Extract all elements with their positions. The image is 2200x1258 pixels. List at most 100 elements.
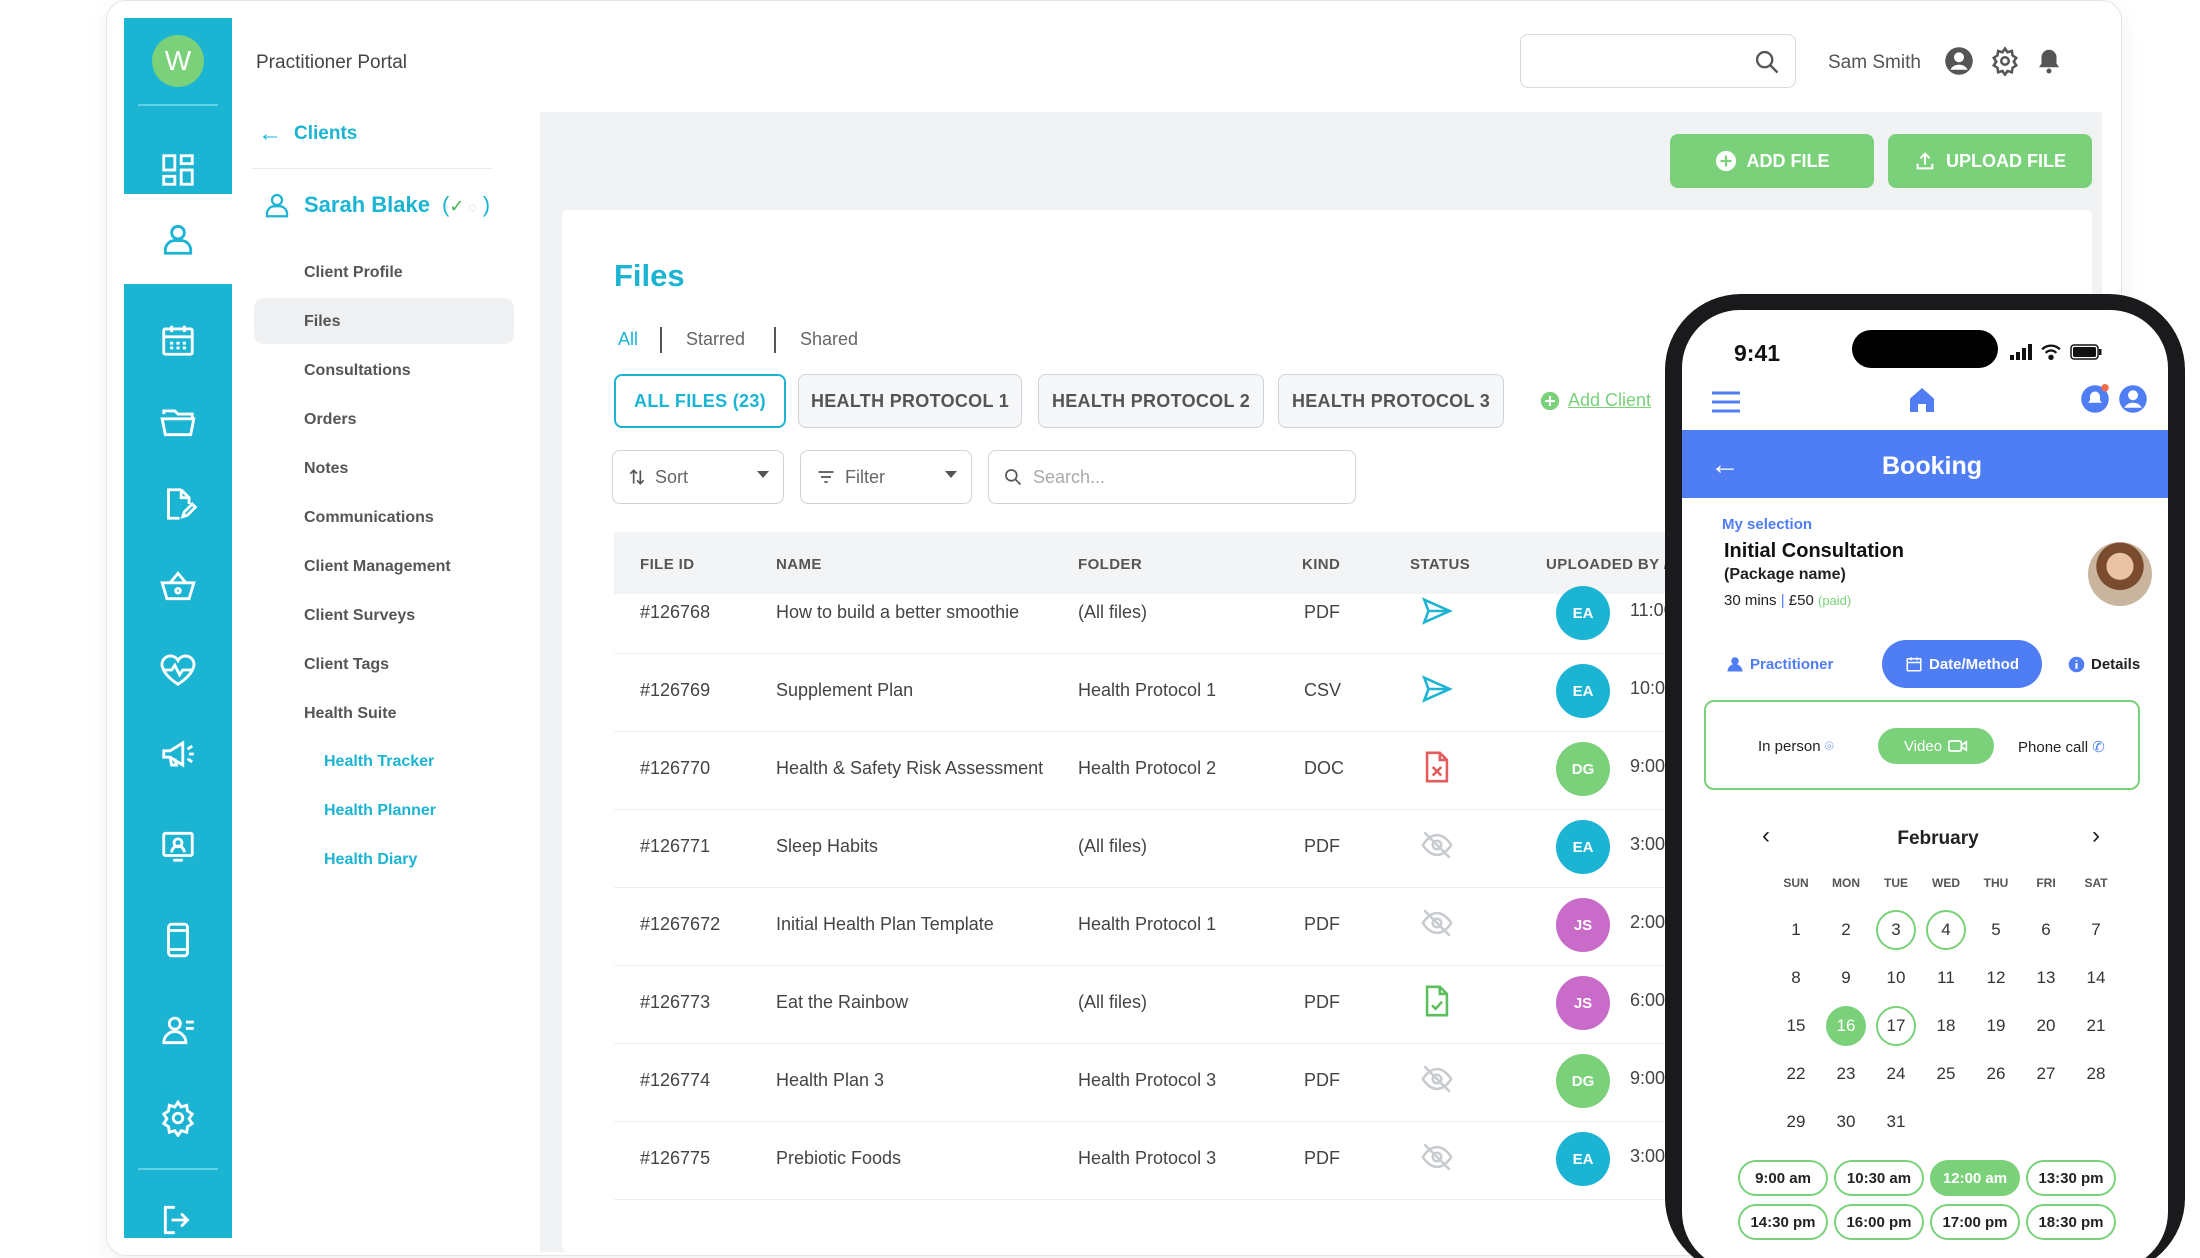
calendar-day[interactable]: 16: [1826, 1006, 1866, 1046]
document-edit-icon[interactable]: [124, 464, 232, 544]
status-sent-icon[interactable]: [1420, 594, 1454, 628]
table-row[interactable]: [614, 1044, 1714, 1122]
bell-icon[interactable]: [2034, 46, 2064, 76]
calendar-day[interactable]: 14: [2086, 968, 2106, 987]
calendar-day[interactable]: 20: [2036, 1016, 2056, 1035]
nav-orders[interactable]: Orders: [304, 411, 357, 428]
time-slot[interactable]: 17:00 pm: [1930, 1204, 2020, 1240]
calendar-prev-icon[interactable]: ‹: [1762, 822, 1770, 849]
chip-health-protocol-1[interactable]: HEALTH PROTOCOL 1: [798, 374, 1022, 428]
step-date-method[interactable]: Date/Method: [1882, 640, 2042, 688]
method-video[interactable]: Video: [1878, 728, 1994, 764]
calendar-day[interactable]: 4: [1926, 910, 1966, 950]
calendar-day[interactable]: 6: [2041, 920, 2051, 939]
tab-all[interactable]: All: [618, 329, 639, 349]
calendar-day[interactable]: 15: [1786, 1016, 1806, 1035]
step-practitioner[interactable]: Practitioner: [1726, 640, 1833, 688]
calendar-day[interactable]: 23: [1836, 1064, 1856, 1083]
settings-icon[interactable]: [124, 1078, 232, 1158]
table-row[interactable]: [614, 732, 1714, 810]
time-slot[interactable]: 14:30 pm: [1738, 1204, 1828, 1240]
users-icon[interactable]: [124, 990, 232, 1070]
home-icon[interactable]: [1906, 384, 1938, 416]
nav-notes[interactable]: Notes: [304, 460, 349, 477]
method-phone-call[interactable]: Phone call ✆: [2018, 738, 2105, 756]
filter-dropdown[interactable]: Filter: [800, 450, 972, 504]
calendar-day[interactable]: 28: [2086, 1064, 2106, 1083]
nav-health-diary[interactable]: Health Diary: [324, 851, 418, 868]
notification-icon[interactable]: [2080, 384, 2110, 414]
calendar-day[interactable]: 11: [1937, 968, 1955, 987]
calendar-icon[interactable]: [124, 300, 232, 380]
profile-icon[interactable]: [2118, 384, 2148, 414]
status-hidden-icon[interactable]: [1420, 828, 1454, 862]
nav-client-management[interactable]: Client Management: [304, 558, 451, 575]
megaphone-icon[interactable]: [124, 714, 232, 794]
chip-health-protocol-3[interactable]: HEALTH PROTOCOL 3: [1278, 374, 1504, 428]
back-arrow-icon[interactable]: ←: [1710, 448, 1740, 481]
calendar-day[interactable]: 22: [1786, 1064, 1806, 1083]
tab-shared[interactable]: Shared: [800, 329, 859, 349]
tab-starred[interactable]: Starred: [686, 329, 746, 349]
clients-icon[interactable]: [124, 194, 232, 284]
time-slot[interactable]: 13:30 pm: [2026, 1160, 2116, 1196]
calendar-day[interactable]: 2: [1841, 920, 1851, 939]
table-row[interactable]: [614, 654, 1714, 732]
dashboard-icon[interactable]: [124, 130, 232, 210]
user-name[interactable]: Sam Smith: [1828, 52, 1921, 73]
calendar-day[interactable]: 18: [1936, 1016, 1956, 1035]
nav-files[interactable]: Files: [304, 313, 341, 330]
calendar-next-icon[interactable]: ›: [2092, 822, 2100, 849]
hamburger-menu-icon[interactable]: [1710, 390, 1742, 414]
time-slot[interactable]: 9:00 am: [1738, 1160, 1828, 1196]
calendar-day[interactable]: 31: [1886, 1112, 1906, 1131]
nav-client-surveys[interactable]: Client Surveys: [304, 607, 416, 624]
calendar-day[interactable]: 25: [1936, 1064, 1956, 1083]
nav-consultations[interactable]: Consultations: [304, 362, 411, 379]
calendar-day[interactable]: 3: [1876, 910, 1916, 950]
file-name[interactable]: Supplement Plan: [776, 680, 914, 700]
back-to-clients-link[interactable]: ← Clients: [258, 120, 357, 148]
add-client-tag-link[interactable]: Add Client: [1540, 390, 1651, 411]
calendar-day[interactable]: 19: [1986, 1016, 2006, 1035]
nav-client-tags[interactable]: Client Tags: [304, 656, 390, 673]
calendar-day[interactable]: 12: [1986, 968, 2006, 987]
status-rejected-icon[interactable]: [1420, 750, 1454, 784]
file-name[interactable]: Sleep Habits: [776, 836, 879, 856]
calendar-day[interactable]: 30: [1836, 1112, 1856, 1131]
add-file-button[interactable]: ADD FILE: [1670, 134, 1874, 188]
calendar-day[interactable]: 13: [2036, 968, 2056, 987]
table-row[interactable]: [614, 810, 1714, 888]
status-hidden-icon[interactable]: [1420, 1062, 1454, 1096]
nav-health-planner[interactable]: Health Planner: [324, 802, 437, 819]
table-row[interactable]: [614, 576, 1714, 654]
chip-health-protocol-2[interactable]: HEALTH PROTOCOL 2: [1038, 374, 1264, 428]
time-slot[interactable]: 16:00 pm: [1834, 1204, 1924, 1240]
calendar-day[interactable]: 10: [1886, 968, 1906, 987]
basket-icon[interactable]: [124, 546, 232, 626]
logout-icon[interactable]: [124, 1180, 232, 1258]
status-sent-icon[interactable]: [1420, 672, 1454, 706]
method-in-person[interactable]: In person ⌾: [1758, 738, 1834, 755]
calendar-day[interactable]: 9: [1841, 968, 1851, 987]
nav-health-suite[interactable]: Health Suite: [304, 705, 397, 722]
heart-pulse-icon[interactable]: [124, 630, 232, 710]
sort-dropdown[interactable]: Sort: [612, 450, 784, 504]
file-name[interactable]: Health Plan 3: [776, 1070, 885, 1090]
calendar-day[interactable]: 7: [2091, 920, 2101, 939]
mobile-icon[interactable]: [124, 900, 232, 980]
presentation-icon[interactable]: [124, 806, 232, 886]
file-name[interactable]: Prebiotic Foods: [776, 1148, 902, 1168]
folder-icon[interactable]: [124, 382, 232, 462]
gear-icon[interactable]: [1990, 46, 2020, 76]
time-slot[interactable]: 18:30 pm: [2026, 1204, 2116, 1240]
calendar-day[interactable]: 1: [1791, 920, 1801, 939]
global-search-input[interactable]: [1520, 34, 1796, 88]
file-name[interactable]: Eat the Rainbow: [776, 992, 909, 1012]
nav-client-profile[interactable]: Client Profile: [304, 264, 403, 281]
chip-all-files[interactable]: ALL FILES (23): [614, 374, 786, 428]
table-row[interactable]: [614, 888, 1714, 966]
file-name[interactable]: How to build a better smoothie: [776, 602, 1020, 622]
table-row[interactable]: [614, 1122, 1714, 1200]
status-hidden-icon[interactable]: [1420, 906, 1454, 940]
